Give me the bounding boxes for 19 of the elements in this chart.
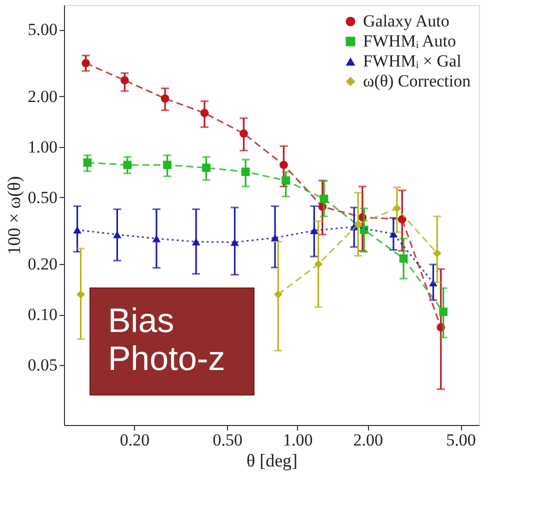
- legend-label: ω(θ) Correction: [363, 72, 472, 90]
- annotation: Bias Photo-z: [108, 302, 226, 378]
- x-tick-label: 1.00: [283, 430, 313, 450]
- x-tick-label: 5.00: [446, 430, 476, 450]
- x-axis-title: θ [deg]: [246, 450, 298, 470]
- y-tick-label: 0.10: [28, 305, 58, 324]
- y-tick-label: 5.00: [28, 20, 58, 40]
- x-tick-label: 2.00: [353, 430, 384, 450]
- legend-label: FWHMᵢ Auto: [363, 32, 456, 50]
- legend-label: Galaxy Auto: [363, 12, 450, 30]
- x-tick-label: 0.20: [120, 430, 150, 450]
- legend-label: FWHMᵢ × Gal: [363, 52, 462, 70]
- y-tick-label: 2.00: [28, 86, 58, 106]
- y-tick-label: 0.50: [28, 188, 58, 207]
- y-tick-label: 0.20: [28, 254, 58, 274]
- y-axis-title: 100 × ω(θ): [4, 176, 24, 255]
- y-tick-label: 1.00: [28, 137, 58, 156]
- x-tick-label: 0.50: [212, 430, 243, 450]
- y-tick-label: 0.05: [28, 356, 58, 375]
